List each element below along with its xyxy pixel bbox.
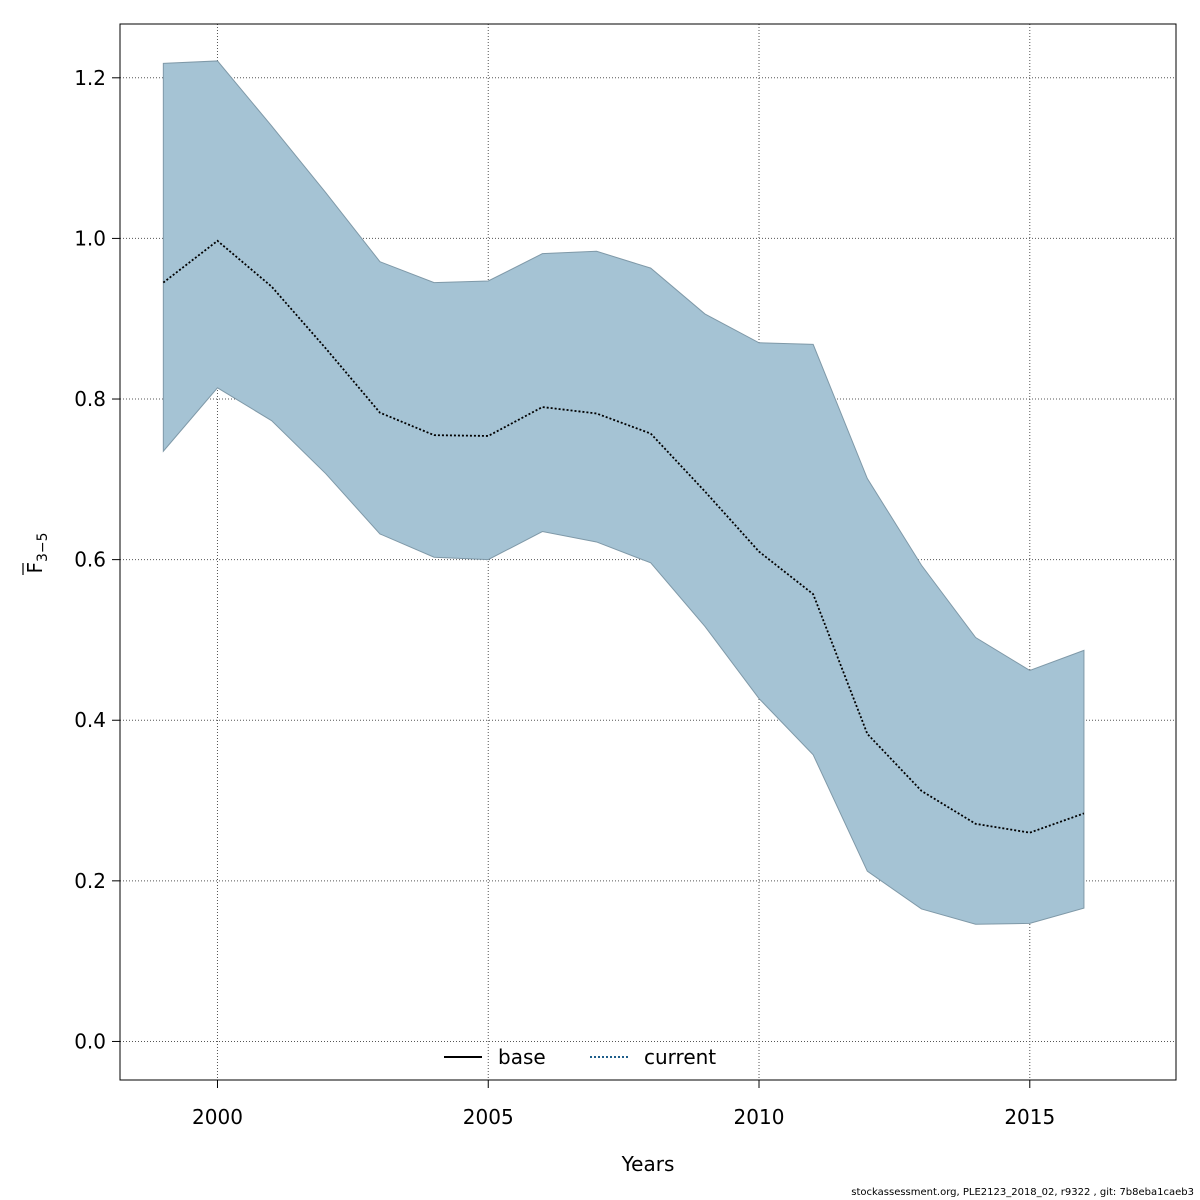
footer-credit: stockassessment.org, PLE2123_2018_02, r9…	[851, 1187, 1194, 1198]
series-lines-layer	[162, 239, 1085, 834]
confidence-band-layer	[162, 60, 1085, 925]
x-axis: 2000 2005 2010 2015	[192, 1080, 1055, 1129]
y-axis-title-subscript: 3−5	[35, 532, 51, 562]
x-tick-label: 2010	[734, 1105, 785, 1129]
y-axis-title-main: F3−5	[23, 532, 51, 573]
y-tick-label: 0.8	[74, 387, 106, 411]
y-tick-label: 0.2	[74, 869, 106, 893]
y-tick-label: 0.0	[74, 1029, 106, 1053]
x-tick-label: 2005	[463, 1105, 514, 1129]
y-axis: 0.0 0.2 0.4 0.6 0.8 1.0 1.2	[74, 66, 120, 1053]
y-tick-label: 0.6	[74, 548, 106, 572]
legend-label-base: base	[498, 1045, 546, 1069]
y-axis-title: F3−5	[22, 532, 51, 575]
y-tick-label: 0.4	[74, 708, 106, 732]
x-tick-label: 2015	[1004, 1105, 1055, 1129]
y-tick-label: 1.2	[74, 66, 106, 90]
legend-label-current: current	[644, 1045, 716, 1069]
confidence-band	[162, 60, 1085, 925]
y-axis-title-symbol: F	[23, 562, 47, 574]
x-tick-label: 2000	[192, 1105, 243, 1129]
x-axis-title: Years	[621, 1152, 675, 1176]
legend: base current	[444, 1045, 716, 1069]
plot-frame	[119, 23, 1177, 1081]
y-tick-label: 1.0	[74, 226, 106, 250]
series-line-current	[162, 239, 1085, 834]
